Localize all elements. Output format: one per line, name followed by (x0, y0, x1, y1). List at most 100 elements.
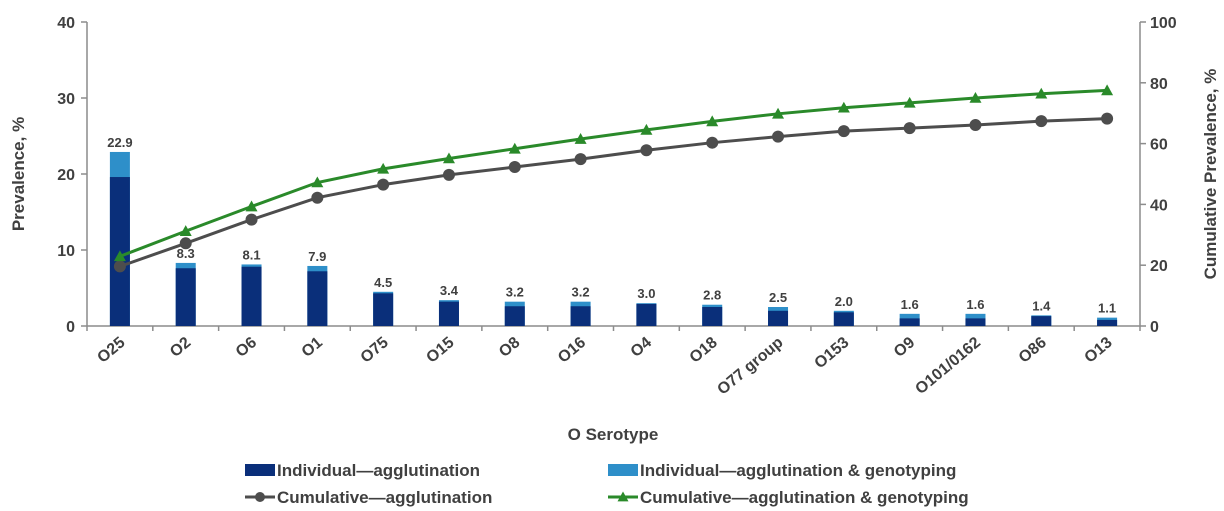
x-tick-label: O77 group (714, 334, 786, 399)
bar-data-label: 3.0 (637, 286, 655, 301)
bar-agglutination (702, 307, 723, 326)
legend-label: Individual—agglutination (277, 461, 480, 480)
bar-data-label: 4.5 (374, 275, 392, 290)
bar-data-label: 1.6 (966, 297, 984, 312)
cumulative-genotyping-point (706, 115, 719, 127)
bar-data-label: 3.2 (506, 285, 524, 300)
bar-labels: 22.9 8.3 8.1 7.9 4.5 3.4 3.2 3.2 3.0 2.8 2.5 2.0 1.6… (107, 135, 1116, 316)
cumulative-genotyping-point (1035, 87, 1048, 99)
lines (113, 84, 1114, 273)
x-tick-label: O6 (233, 334, 260, 361)
bar-agglutination (899, 318, 920, 326)
bar-data-label: 8.3 (177, 246, 195, 261)
cumulative-agglutination-point (640, 144, 653, 157)
x-tick-label: O18 (687, 334, 721, 367)
y2-axis-title: Cumulative Prevalence, % (1201, 69, 1220, 280)
x-tick-label: O8 (496, 334, 523, 361)
cumulative-genotyping-point (179, 225, 192, 236)
bar-agglutination (965, 318, 986, 326)
x-tick-label: O2 (167, 334, 194, 361)
x-tick-label: O9 (891, 334, 918, 361)
left-tick-label: 0 (66, 319, 75, 336)
bar-data-label: 22.9 (107, 135, 132, 150)
x-tick-label: O4 (628, 334, 655, 361)
cumulative-agglutination-point (311, 191, 324, 204)
x-axis-title: O Serotype (568, 425, 659, 444)
legend: Individual—agglutination Individual—agglu… (245, 461, 969, 507)
right-tick-label: 20 (1150, 258, 1168, 275)
bar-data-label: 8.1 (242, 247, 260, 262)
cumulative-agglutination-point (508, 161, 521, 174)
bar-agglutination (570, 306, 591, 326)
bar-agglutination (307, 271, 328, 326)
legend-swatch-marker (617, 491, 629, 502)
bar-data-label: 2.0 (835, 294, 853, 309)
x-tick-label: O15 (423, 334, 457, 367)
bar-agglutination (768, 310, 789, 326)
bar-agglutination (833, 312, 854, 326)
x-tick-label: O13 (1082, 334, 1116, 367)
cumulative-genotyping-point (113, 250, 126, 262)
cumulative-genotyping-point (837, 101, 850, 113)
cumulative-agglutination-point (1035, 115, 1048, 128)
legend-label: Cumulative—agglutination (277, 488, 492, 507)
bar-agglutination (175, 268, 196, 326)
cumulative-genotyping-point (508, 142, 521, 154)
bar-agglutination (636, 303, 657, 326)
bar-data-label: 2.5 (769, 290, 787, 305)
cumulative-agglutination-point (113, 260, 126, 273)
bar-agglutination (438, 301, 459, 326)
left-tick-label: 10 (57, 243, 75, 260)
cumulative-genotyping-point (574, 133, 587, 144)
cumulative-agglutination-point (772, 130, 785, 143)
bar-data-label: 1.6 (901, 297, 919, 312)
cumulative-genotyping-point (377, 162, 390, 174)
right-tick-label: 40 (1150, 197, 1168, 214)
x-tick-label: O16 (555, 334, 589, 367)
bar-agglutination (241, 266, 262, 326)
right-tick-label: 60 (1150, 137, 1168, 154)
cumulative-genotyping-point (245, 200, 258, 212)
x-tick-label: O25 (94, 334, 128, 367)
bar-data-label: 2.8 (703, 288, 721, 303)
legend-swatch (608, 464, 638, 476)
left-tick-label: 20 (57, 167, 75, 184)
bar-data-label: 3.2 (572, 285, 590, 300)
x-tick-label: O101/0162 (912, 334, 984, 398)
cumulative-agglutination-point (969, 119, 982, 132)
x-tick-label: O1 (299, 334, 326, 361)
left-axis: 0 10 20 30 40 (57, 15, 88, 336)
right-tick-label: 100 (1150, 15, 1177, 32)
cumulative-agglutination-point (442, 168, 455, 181)
bar-agglutination (1031, 316, 1052, 326)
x-tick-label: O86 (1016, 334, 1050, 367)
y-axis-title: Prevalence, % (9, 117, 28, 231)
right-axis: 0 20 40 60 80 100 (1139, 15, 1177, 336)
legend-swatch-marker (255, 492, 265, 502)
bar-data-label: 1.4 (1032, 298, 1051, 313)
bar-agglutination (1097, 319, 1118, 326)
x-tick-label: O75 (358, 334, 392, 367)
bar-data-label: 3.4 (440, 283, 459, 298)
x-tick-label: O153 (812, 334, 853, 372)
cumulative-genotyping-point (969, 92, 982, 103)
bar-data-label: 1.1 (1098, 301, 1116, 316)
cumulative-genotyping-point (640, 123, 653, 135)
legend-label: Individual—agglutination & genotyping (640, 461, 956, 480)
cumulative-agglutination-point (179, 237, 192, 250)
bars (109, 151, 1118, 326)
cumulative-agglutination-point (245, 213, 258, 226)
cumulative-agglutination-point (574, 153, 587, 166)
cumulative-genotyping-point (1101, 84, 1114, 96)
cumulative-agglutination-point (377, 178, 390, 191)
right-tick-label: 0 (1150, 319, 1159, 336)
bar-agglutination (504, 306, 525, 326)
cumulative-agglutination-point (903, 122, 916, 135)
cumulative-agglutination-line (119, 117, 1108, 268)
bar-agglutination (373, 293, 394, 326)
left-tick-label: 30 (57, 91, 75, 108)
bar-data-label: 7.9 (308, 249, 326, 264)
right-tick-label: 80 (1150, 76, 1168, 93)
